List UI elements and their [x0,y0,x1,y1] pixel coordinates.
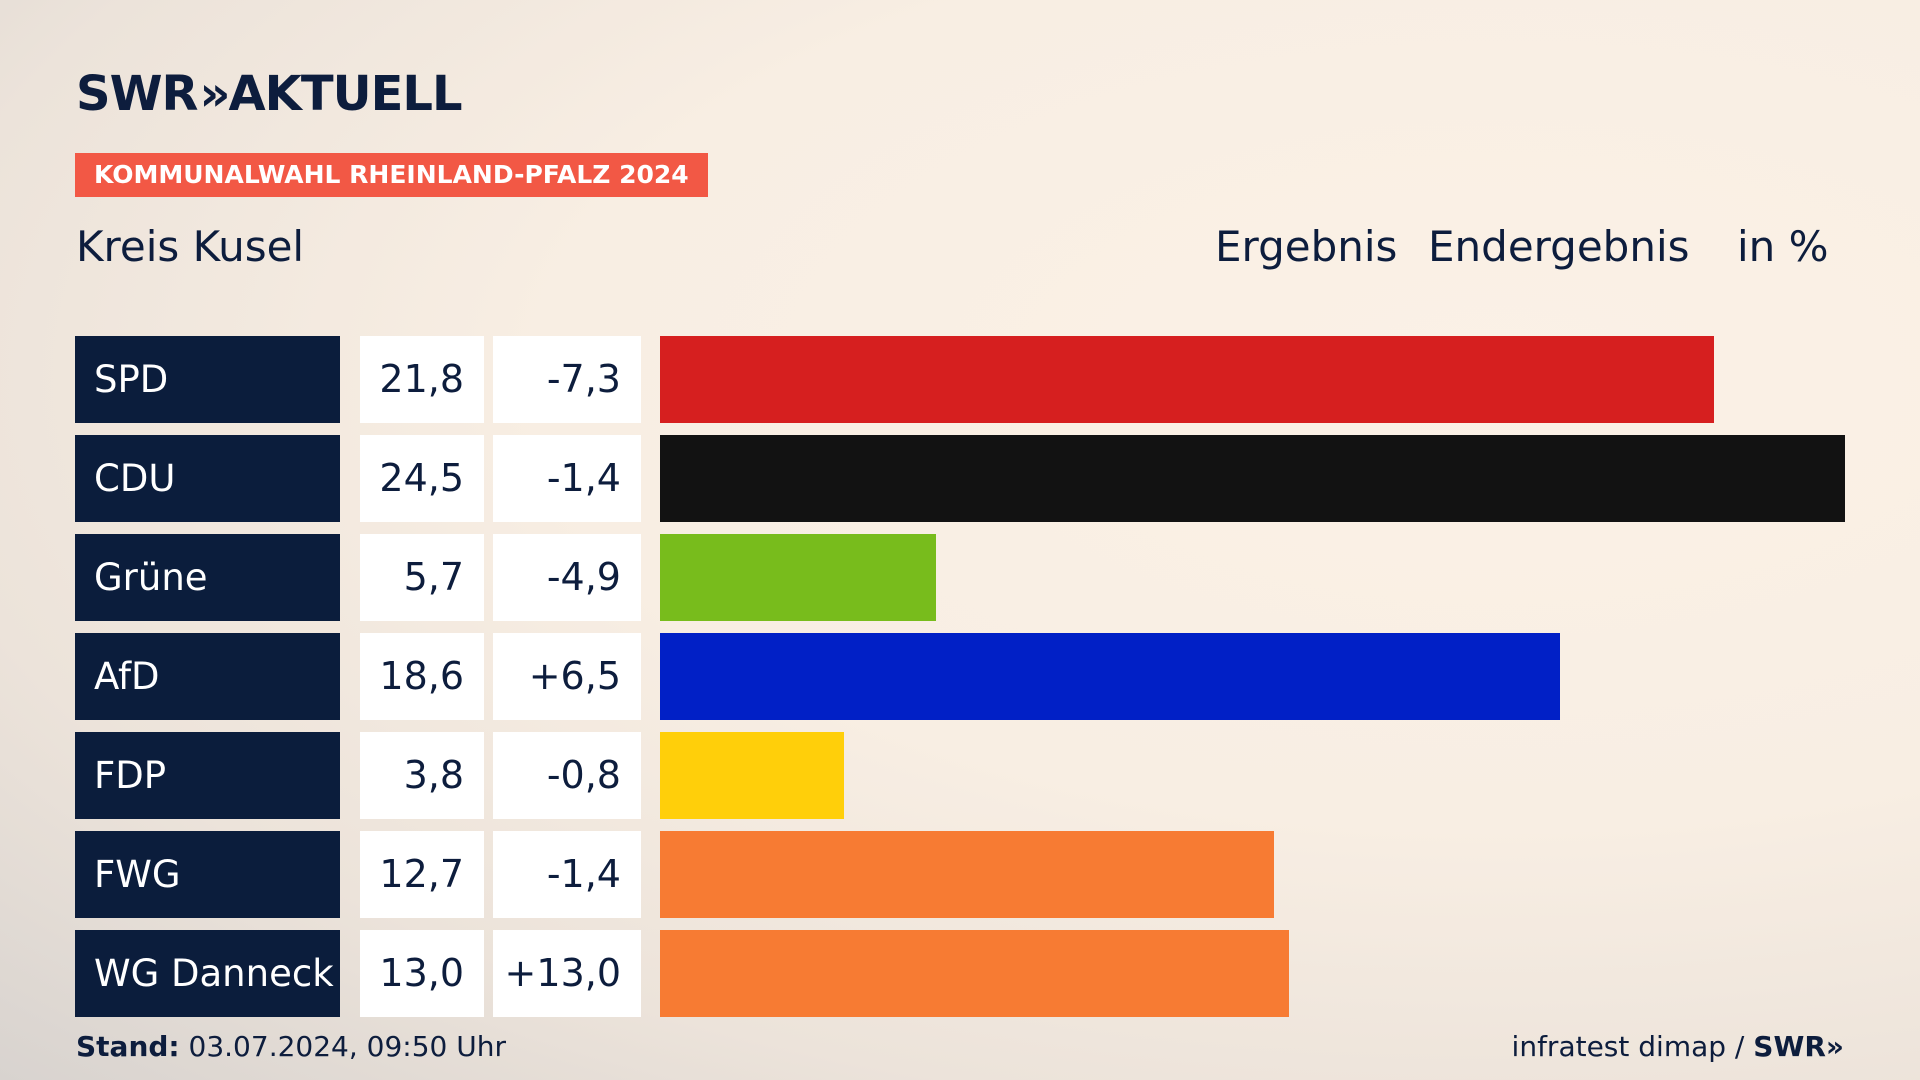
source-brand: SWR [1753,1030,1826,1063]
change-value: -0,8 [493,732,641,819]
timestamp-label: Stand: [76,1030,180,1063]
result-value: 12,7 [360,831,484,918]
party-label: Grüne [75,534,340,621]
party-label: FDP [75,732,340,819]
party-label: SPD [75,336,340,423]
party-row: AfD 18,6 +6,5 [0,633,1920,720]
timestamp-value: 03.07.2024, 09:50 Uhr [188,1030,506,1063]
result-value: 3,8 [360,732,484,819]
party-label: FWG [75,831,340,918]
party-row: SPD 21,8 -7,3 [0,336,1920,423]
result-value: 18,6 [360,633,484,720]
result-bar [660,534,936,621]
logo-chevron-icon: » [199,66,230,122]
party-label: WG Danneck [75,930,340,1017]
change-value: -1,4 [493,435,641,522]
column-header-result: Ergebnis [1215,222,1398,271]
party-label: CDU [75,435,340,522]
source-chevron-icon: » [1825,1030,1844,1063]
region-title: Kreis Kusel [76,222,305,271]
result-value: 21,8 [360,336,484,423]
result-bar [660,633,1560,720]
change-value: +13,0 [493,930,641,1017]
timestamp: Stand: 03.07.2024, 09:50 Uhr [76,1030,506,1064]
column-header-status: Endergebnis [1428,222,1690,271]
result-bar [660,732,844,819]
result-value: 13,0 [360,930,484,1017]
result-bar [660,336,1714,423]
column-header-unit: in % [1737,222,1829,271]
source-credit: infratest dimap / SWR» [1512,1030,1844,1064]
party-row: FWG 12,7 -1,4 [0,831,1920,918]
logo-swr: SWR [76,66,198,122]
result-bar [660,930,1289,1017]
result-value: 24,5 [360,435,484,522]
party-row: WG Danneck 13,0 +13,0 [0,930,1920,1017]
change-value: -7,3 [493,336,641,423]
result-bar [660,435,1845,522]
party-label: AfD [75,633,340,720]
change-value: -4,9 [493,534,641,621]
source-text: infratest dimap / [1511,1030,1745,1063]
party-row: Grüne 5,7 -4,9 [0,534,1920,621]
election-badge: KOMMUNALWAHL RHEINLAND-PFALZ 2024 [75,153,708,197]
change-value: -1,4 [493,831,641,918]
party-row: FDP 3,8 -0,8 [0,732,1920,819]
swr-aktuell-logo: SWR» AKTUELL [76,66,463,122]
logo-aktuell: AKTUELL [228,66,463,122]
change-value: +6,5 [493,633,641,720]
party-row: CDU 24,5 -1,4 [0,435,1920,522]
result-value: 5,7 [360,534,484,621]
result-bar [660,831,1274,918]
